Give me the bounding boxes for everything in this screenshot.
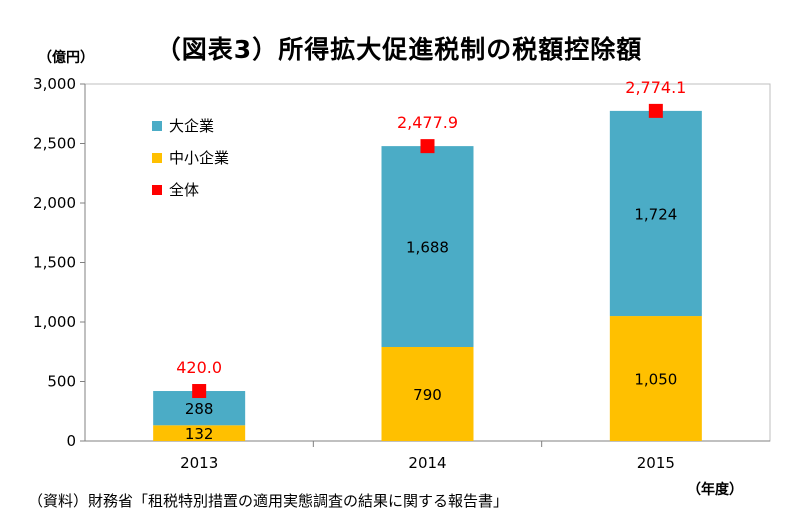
legend-swatch bbox=[152, 121, 162, 131]
legend-swatch bbox=[152, 185, 162, 195]
source-note: （資料）財務省「租税特別措置の適用実態調査の結果に関する報告書」 bbox=[28, 492, 509, 510]
y-tick-label: 2,000 bbox=[33, 194, 76, 212]
bar-segment bbox=[609, 316, 702, 441]
data-label: 288 bbox=[185, 400, 214, 418]
x-tick-label: 2013 bbox=[180, 454, 218, 472]
legend-swatch bbox=[152, 153, 162, 163]
y-tick-label: 0 bbox=[66, 432, 76, 450]
total-marker bbox=[648, 103, 663, 118]
legend-label: 大企業 bbox=[169, 117, 214, 135]
total-label: 2,477.9 bbox=[397, 113, 458, 132]
x-tick-label: 2014 bbox=[408, 454, 446, 472]
total-label: 420.0 bbox=[176, 358, 222, 377]
total-marker bbox=[192, 384, 207, 399]
y-tick-label: 3,000 bbox=[33, 75, 76, 93]
y-tick-label: 1,500 bbox=[33, 254, 76, 272]
bar-segment bbox=[381, 346, 474, 441]
legend-label: 中小企業 bbox=[169, 149, 229, 167]
y-tick-label: 2,500 bbox=[33, 135, 76, 153]
data-label: 1,050 bbox=[634, 371, 677, 389]
bar-segment bbox=[609, 110, 702, 317]
data-label: 1,688 bbox=[406, 239, 449, 257]
bar-segment bbox=[153, 425, 246, 441]
x-tick-label: 2015 bbox=[637, 454, 675, 472]
y-tick-label: 1,000 bbox=[33, 313, 76, 331]
data-label: 132 bbox=[185, 425, 214, 443]
y-axis-unit: （億円） bbox=[38, 50, 94, 66]
data-label: 1,724 bbox=[634, 205, 677, 223]
x-axis-unit: （年度） bbox=[687, 482, 743, 498]
total-label: 2,774.1 bbox=[625, 78, 686, 97]
bar-segment bbox=[381, 146, 474, 347]
y-tick-label: 500 bbox=[47, 373, 76, 391]
legend-label: 全体 bbox=[169, 181, 199, 199]
total-marker bbox=[420, 139, 435, 154]
chart-title: （図表3）所得拡大促進税制の税額控除額 bbox=[155, 35, 643, 64]
data-label: 790 bbox=[413, 386, 442, 404]
